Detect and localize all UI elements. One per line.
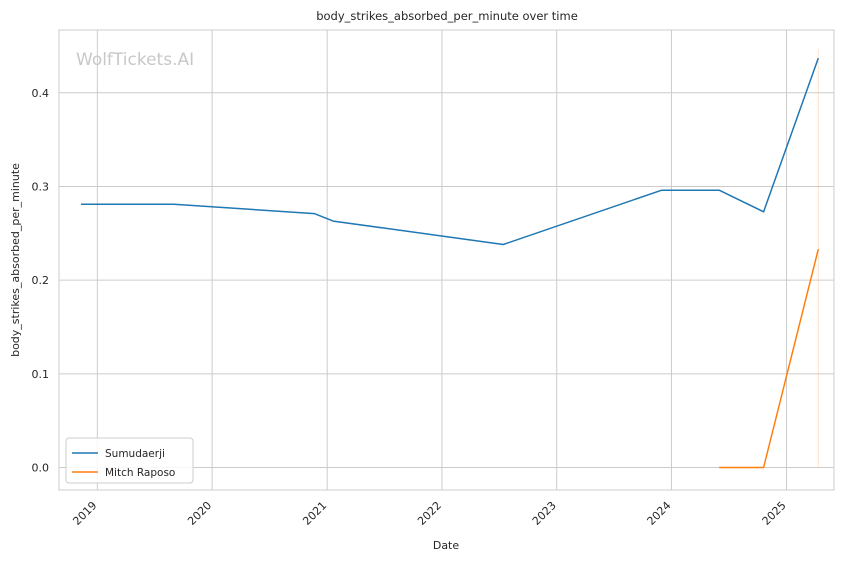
y-tick-label: 0.1 [32, 368, 50, 381]
x-tick-label: 2022 [415, 499, 444, 528]
y-axis-title: body_strikes_absorbed_per_minute [9, 163, 22, 357]
y-tick-label: 0.3 [32, 180, 50, 193]
x-tick-label: 2021 [300, 499, 329, 528]
x-axis: 2019 2020 2021 2022 2023 2024 2025 [70, 499, 788, 528]
x-tick-label: 2025 [760, 499, 789, 528]
y-tick-label: 0.2 [32, 274, 50, 287]
x-tick-label: 2024 [645, 499, 674, 528]
chart-title: body_strikes_absorbed_per_minute over ti… [316, 9, 578, 23]
grid [59, 30, 834, 490]
plot-frame [58, 29, 835, 491]
series-line-2 [719, 249, 820, 469]
y-tick-label: 0.0 [32, 462, 50, 475]
watermark: WolfTickets.AI [76, 50, 194, 70]
x-tick-label: 2019 [70, 499, 99, 528]
legend-label: Mitch Raposo [105, 467, 175, 479]
x-tick-label: 2020 [185, 499, 214, 528]
legend: Sumudaerji Mitch Raposo [65, 437, 194, 484]
y-axis: 0.0 0.1 0.2 0.3 0.4 [32, 87, 50, 475]
x-axis-title: Date [433, 539, 460, 552]
legend-label: Sumudaerji [105, 448, 165, 460]
x-tick-label: 2023 [530, 499, 559, 528]
series-lines [81, 57, 820, 469]
y-tick-label: 0.4 [32, 87, 50, 100]
series-line-1 [81, 57, 820, 246]
